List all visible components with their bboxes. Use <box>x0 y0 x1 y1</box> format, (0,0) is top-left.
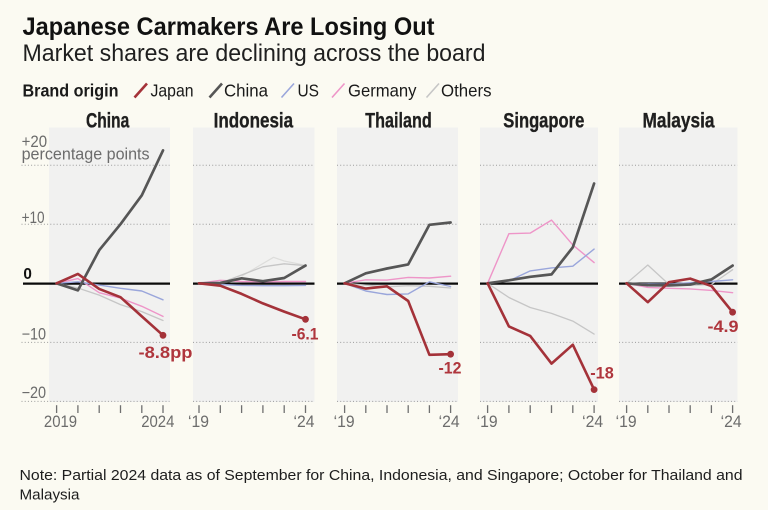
svg-text:−20: −20 <box>22 384 46 402</box>
svg-text:Japanese Carmakers Are Losing: Japanese Carmakers Are Losing Out <box>23 13 436 41</box>
svg-text:Indonesia: Indonesia <box>214 109 294 132</box>
svg-text:‘24: ‘24 <box>294 413 315 431</box>
svg-text:‘24: ‘24 <box>582 413 603 431</box>
svg-text:-8.8pp: -8.8pp <box>139 344 193 362</box>
svg-text:Brand origin: Brand origin <box>23 81 119 101</box>
svg-text:Malaysia: Malaysia <box>20 487 81 504</box>
svg-text:Thailand: Thailand <box>365 109 431 132</box>
svg-text:US: US <box>298 81 320 101</box>
svg-text:2024: 2024 <box>141 413 174 431</box>
svg-text:-6.1: -6.1 <box>292 326 319 344</box>
svg-text:0: 0 <box>23 266 32 283</box>
svg-text:China: China <box>224 81 268 101</box>
svg-text:-18: -18 <box>590 364 614 382</box>
svg-text:‘24: ‘24 <box>439 413 460 431</box>
svg-text:‘19: ‘19 <box>477 413 498 431</box>
svg-text:‘19: ‘19 <box>334 413 355 431</box>
svg-text:‘19: ‘19 <box>188 413 209 431</box>
svg-text:−10: −10 <box>22 325 46 343</box>
svg-text:+10: +10 <box>22 209 45 227</box>
svg-text:Malaysia: Malaysia <box>642 109 714 132</box>
svg-text:‘24: ‘24 <box>721 413 742 431</box>
svg-text:Japan: Japan <box>151 81 194 101</box>
svg-text:Market shares are declining ac: Market shares are declining across the b… <box>23 40 486 67</box>
svg-text:Germany: Germany <box>348 81 417 101</box>
svg-text:+20: +20 <box>22 133 47 151</box>
svg-text:Others: Others <box>441 81 492 101</box>
svg-text:China: China <box>86 109 130 132</box>
svg-text:Note: Partial 2024 data as of: Note: Partial 2024 data as of September … <box>20 467 743 484</box>
svg-text:-4.9: -4.9 <box>708 318 739 336</box>
svg-text:percentage points: percentage points <box>22 146 150 164</box>
svg-text:Singapore: Singapore <box>503 109 584 132</box>
svg-text:2019: 2019 <box>44 413 77 431</box>
svg-text:-12: -12 <box>439 359 462 377</box>
svg-text:‘19: ‘19 <box>616 413 637 431</box>
